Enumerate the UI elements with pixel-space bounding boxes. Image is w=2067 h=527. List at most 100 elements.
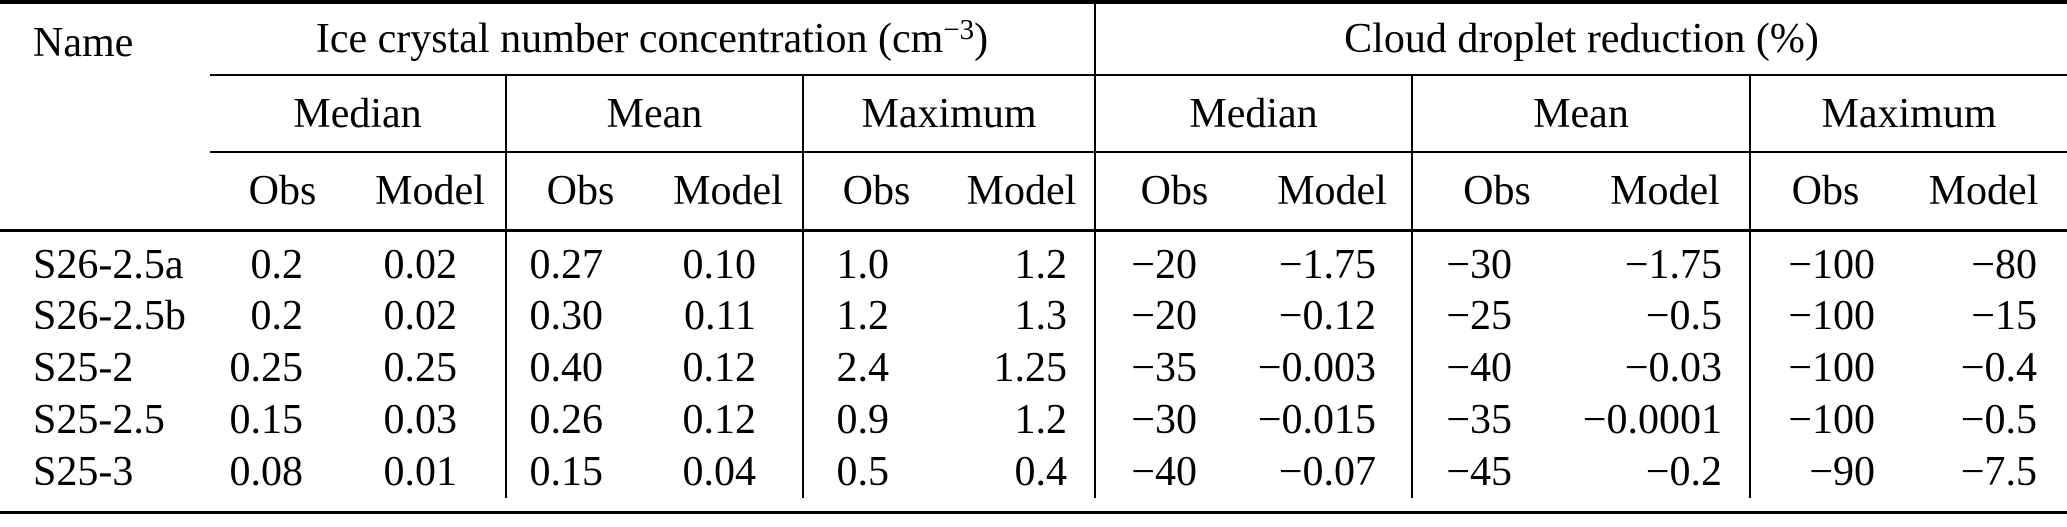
table-cell: 0.02 (383, 241, 458, 288)
row-name: S26-2.5a (33, 241, 184, 288)
stat-header-cloud-maximum: Maximum (1749, 75, 2067, 153)
table-cell: −0.5 (1960, 397, 2038, 443)
table-cell: 0.2 (250, 241, 304, 288)
col-header-model-cloud-mean: Model (1581, 152, 1751, 232)
table-cell: 0.01 (383, 449, 458, 495)
table-cell: −100 (1749, 394, 1901, 446)
col-header-obs-cloud-mean: Obs (1411, 152, 1582, 232)
bottom-spacer-row (0, 498, 2067, 512)
col-header-obs-ice-max: Obs (802, 152, 949, 232)
col-header-obs-cloud-max: Obs (1749, 152, 1901, 232)
col-header-model-cloud-max: Model (1900, 152, 2067, 232)
table-row: S25-3 0.08 0.01 0.15 0.04 0.5 0.4 −40 −0.07 −45 −0… (0, 446, 2067, 498)
table-cell: −0.4 (1960, 345, 2038, 391)
stat-header-ice-mean: Mean (505, 75, 803, 153)
table-cell: −35 (1094, 342, 1254, 394)
table-cell: −0.12 (1278, 293, 1377, 339)
table-cell: 1.2 (1014, 241, 1068, 288)
table-cell: 0.12 (682, 397, 757, 443)
table-cell: −100 (1749, 342, 1901, 394)
table-cell: −100 (1749, 230, 1901, 290)
table-cell: 0.25 (383, 345, 458, 391)
row-name: S25-3 (33, 449, 134, 495)
section-header-cloud-droplet: Cloud droplet reduction (%) (1094, 2, 2067, 76)
table-cell: −0.015 (1257, 397, 1377, 443)
table-cell: −30 (1094, 394, 1254, 446)
table-cell: −0.0001 (1582, 397, 1723, 443)
stat-header-ice-median: Median (210, 75, 506, 153)
unit-close-paren: ) (974, 16, 989, 62)
col-header-model-ice-median: Model (355, 152, 506, 232)
header-row-groups: Name Ice crystal number concentration (c… (0, 2, 2067, 232)
table-cell: 0.9 (802, 394, 949, 446)
row-name: S26-2.5b (33, 293, 186, 339)
table-cell: −30 (1411, 230, 1582, 290)
table-cell: 0.11 (684, 293, 756, 339)
table-row: S25-2 0.25 0.25 0.40 0.12 2.4 1.25 −35 −0.003 −40… (0, 342, 2067, 394)
col-header-model-ice-mean: Model (654, 152, 803, 232)
table-cell: 0.15 (505, 446, 654, 498)
table-cell: 0.2 (250, 293, 304, 339)
table-cell: −20 (1094, 290, 1254, 342)
table-cell: 0.03 (383, 397, 458, 443)
row-name: S25-2.5 (33, 397, 165, 443)
table-cell: 0.15 (229, 397, 304, 443)
column-header-name: Name (0, 2, 210, 232)
stat-header-cloud-mean: Mean (1411, 75, 1751, 153)
table-cell: 1.3 (1014, 293, 1068, 339)
col-header-model-cloud-median: Model (1253, 152, 1413, 232)
table-cell: −0.07 (1278, 449, 1377, 495)
table-cell: 1.2 (802, 290, 949, 342)
results-table: Name Ice crystal number concentration (c… (0, 0, 2067, 514)
table-cell: −1.75 (1278, 241, 1377, 288)
header-row-stats: Median Mean Maximum Median Mean Maximum (0, 75, 2067, 153)
table-cell: 1.25 (993, 345, 1068, 391)
table-cell: −0.003 (1257, 345, 1377, 391)
table-cell: −0.2 (1645, 449, 1723, 495)
stat-header-ice-maximum: Maximum (801, 75, 1096, 153)
table-cell: −45 (1411, 446, 1582, 498)
table-cell: −35 (1411, 394, 1582, 446)
table-row: S26-2.5a 0.2 0.02 0.27 0.10 1.0 1.2 −20 −1.75 −30… (0, 230, 2067, 290)
bottom-spacer-cell (0, 498, 2067, 512)
table-cell: 0.4 (1014, 449, 1068, 495)
section-header-ice-crystal-text: Ice crystal number concentration (cm (315, 16, 944, 62)
table-cell: 0.5 (802, 446, 949, 498)
table-cell: 1.0 (802, 230, 949, 290)
table-cell: 1.2 (1014, 397, 1068, 443)
table-cell: −40 (1094, 446, 1254, 498)
table-cell: −0.03 (1624, 345, 1723, 391)
table-cell: 0.12 (682, 345, 757, 391)
table-cell: −40 (1411, 342, 1582, 394)
table-cell: 0.08 (229, 449, 304, 495)
table-cell: 0.10 (682, 241, 757, 288)
table-cell: −20 (1094, 230, 1254, 290)
table-cell: 0.04 (682, 449, 757, 495)
table-cell: −7.5 (1960, 449, 2038, 495)
table-cell: 0.30 (505, 290, 654, 342)
col-header-model-ice-max: Model (949, 152, 1096, 232)
row-name: S25-2 (33, 345, 134, 391)
table-cell: −100 (1749, 290, 1901, 342)
section-header-ice-crystal: Ice crystal number concentration (cm−3) (210, 2, 1096, 76)
col-header-obs-cloud-median: Obs (1094, 152, 1254, 232)
table-row: S26-2.5b 0.2 0.02 0.30 0.11 1.2 1.3 −20 −0.12 −25… (0, 290, 2067, 342)
col-header-obs-ice-median: Obs (210, 152, 355, 232)
table-cell: −25 (1411, 290, 1582, 342)
col-header-obs-ice-mean: Obs (505, 152, 654, 232)
table-cell: 0.40 (505, 342, 654, 394)
table-cell: −1.75 (1624, 241, 1723, 288)
table-row: S25-2.5 0.15 0.03 0.26 0.12 0.9 1.2 −30 −0.015 −3… (0, 394, 2067, 446)
table-cell: −90 (1749, 446, 1901, 498)
table-cell: −15 (1971, 293, 2038, 339)
header-row-obs-model: Obs Model Obs Model Obs Model Obs Model … (0, 152, 2067, 232)
table-cell: 0.27 (505, 230, 654, 290)
table-cell: −0.5 (1645, 293, 1723, 339)
table-cell: 0.25 (229, 345, 304, 391)
table-cell: 0.02 (383, 293, 458, 339)
stat-header-cloud-median: Median (1094, 75, 1413, 153)
table-body: S26-2.5a 0.2 0.02 0.27 0.10 1.0 1.2 −20 −1.75 −30… (0, 230, 2067, 498)
unit-exponent: −3 (943, 14, 975, 46)
table-cell: 0.26 (505, 394, 654, 446)
